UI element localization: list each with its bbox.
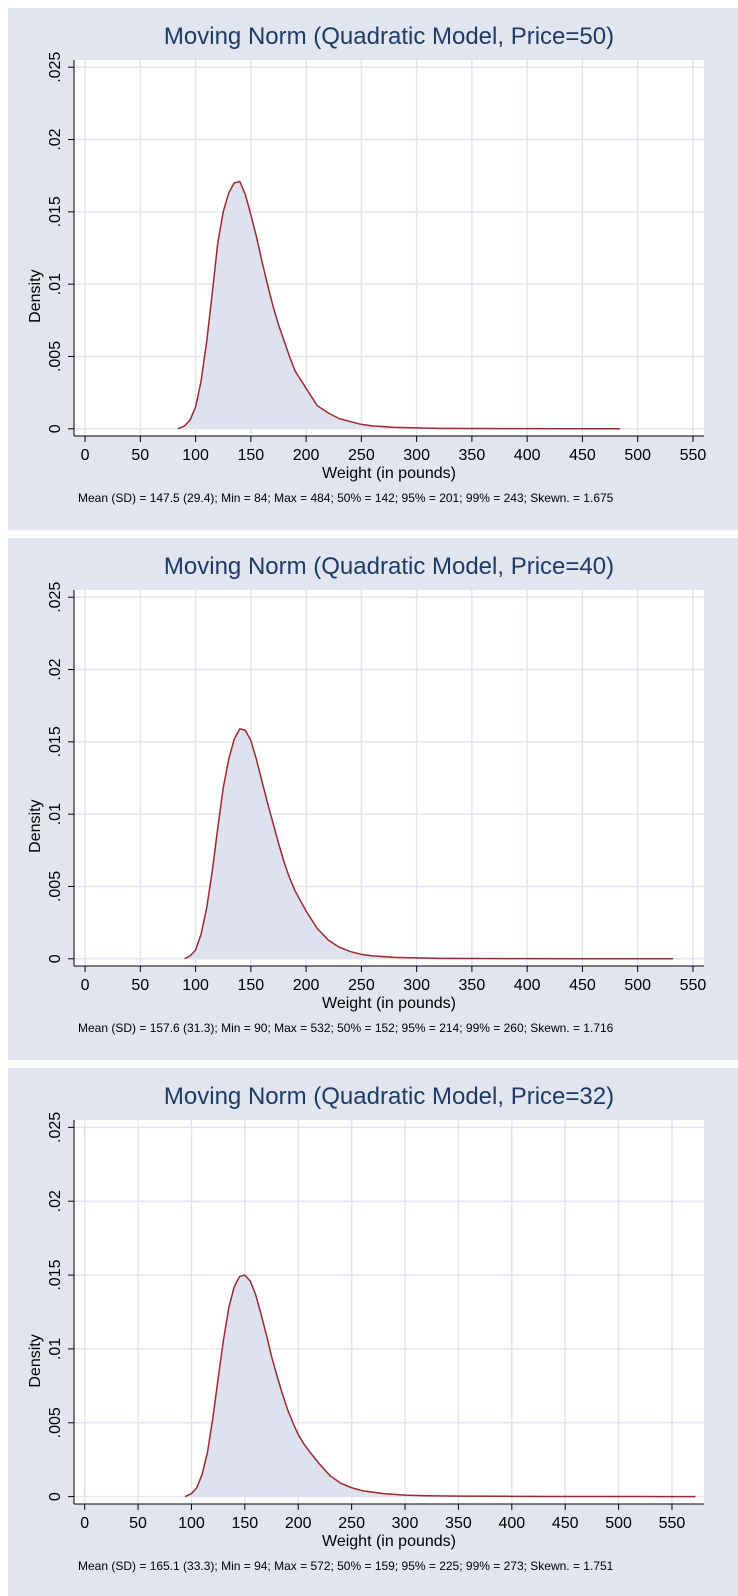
x-tick-label: 300: [403, 977, 430, 994]
y-tick-label: 0: [47, 1492, 64, 1501]
x-axis-label: Weight (in pounds): [322, 465, 456, 482]
density-chart-svg: 0 50 100 150 200 250 300 350 400 450 500 550 0 .005 .0…: [27, 1083, 704, 1573]
y-tick-label: .01: [47, 273, 64, 295]
x-tick-label: 150: [237, 447, 264, 464]
summary-stats-note: Mean (SD) = 147.5 (29.4); Min = 84; Max …: [78, 491, 614, 505]
x-tick-label: 50: [131, 447, 149, 464]
x-tick-label: 0: [80, 1515, 89, 1532]
x-tick-label: 400: [514, 447, 541, 464]
x-tick-label: 300: [403, 447, 430, 464]
x-tick-label: 0: [81, 977, 90, 994]
x-tick-label: 50: [131, 977, 149, 994]
x-tick-label: 400: [498, 1515, 525, 1532]
summary-stats-note: Mean (SD) = 157.6 (31.3); Min = 90; Max …: [78, 1021, 614, 1035]
y-tick-label: .005: [47, 341, 64, 372]
chart-title: Moving Norm (Quadratic Model, Price=40): [164, 553, 614, 580]
x-axis-label: Weight (in pounds): [322, 995, 456, 1012]
x-tick-label: 0: [81, 447, 90, 464]
density-area: [177, 181, 621, 429]
x-tick-label: 250: [348, 447, 375, 464]
x-tick-label: 300: [392, 1515, 419, 1532]
y-tick-label: .015: [47, 196, 64, 227]
chart-title: Moving Norm (Quadratic Model, Price=32): [164, 1083, 614, 1110]
x-tick-label: 450: [569, 447, 596, 464]
y-tick-label: .02: [47, 128, 64, 150]
density-area: [185, 1275, 696, 1497]
plot-area: [74, 60, 704, 436]
density-area: [184, 728, 674, 959]
chart-panel-price-40: 0 50 100 150 200 250 300 350 400 450 500 550 0 .005 .0…: [8, 538, 738, 1060]
y-tick-label: 0: [47, 424, 64, 433]
chart-panel-price-32: 0 50 100 150 200 250 300 350 400 450 500 550 0 .005 .0…: [8, 1068, 738, 1596]
y-tick-label: .025: [47, 1112, 64, 1143]
y-tick-label: .02: [47, 1190, 64, 1212]
plot-area: [74, 590, 704, 966]
x-axis-label: Weight (in pounds): [322, 1533, 456, 1550]
y-axis-label: Density: [27, 799, 44, 852]
x-tick-label: 150: [231, 1515, 258, 1532]
x-tick-label: 350: [445, 1515, 472, 1532]
x-tick-label: 100: [182, 977, 209, 994]
density-line: [177, 180, 621, 430]
density-line: [184, 1274, 696, 1498]
x-tick-label: 100: [182, 447, 209, 464]
x-tick-label: 350: [459, 447, 486, 464]
y-axis-label: Density: [27, 269, 44, 322]
density-line: [184, 728, 674, 960]
chart-title: Moving Norm (Quadratic Model, Price=50): [164, 23, 614, 50]
plot-area: [74, 1120, 704, 1504]
x-tick-label: 500: [605, 1515, 632, 1532]
y-tick-label: .015: [47, 1259, 64, 1290]
chart-panel-price-50: 0 50 100 150 200 250 300 350 400 450 500 550 0 .005 .0…: [8, 8, 738, 530]
y-tick-label: .005: [47, 871, 64, 902]
x-tick-label: 100: [178, 1515, 205, 1532]
x-tick-label: 350: [459, 977, 486, 994]
x-tick-label: 250: [338, 1515, 365, 1532]
y-tick-label: .025: [47, 52, 64, 83]
x-tick-label: 250: [348, 977, 375, 994]
x-tick-label: 550: [680, 447, 707, 464]
y-tick-label: .02: [47, 658, 64, 680]
x-tick-label: 550: [680, 977, 707, 994]
x-tick-label: 500: [624, 977, 651, 994]
y-tick-label: .01: [47, 1338, 64, 1360]
summary-stats-note: Mean (SD) = 165.1 (33.3); Min = 94; Max …: [78, 1559, 614, 1573]
y-tick-label: .025: [47, 582, 64, 613]
y-tick-label: .01: [47, 803, 64, 825]
x-tick-label: 550: [659, 1515, 686, 1532]
x-tick-label: 500: [624, 447, 651, 464]
x-tick-label: 200: [285, 1515, 312, 1532]
density-chart-svg: 0 50 100 150 200 250 300 350 400 450 500 550 0 .005 .0…: [27, 553, 707, 1035]
x-tick-label: 150: [237, 977, 264, 994]
y-tick-label: .015: [47, 726, 64, 757]
x-tick-label: 450: [552, 1515, 579, 1532]
x-tick-label: 450: [569, 977, 596, 994]
x-tick-label: 200: [293, 977, 320, 994]
y-axis-label: Density: [27, 1334, 44, 1387]
x-tick-label: 200: [293, 447, 320, 464]
y-tick-label: .005: [47, 1407, 64, 1438]
x-tick-label: 50: [129, 1515, 147, 1532]
y-tick-label: 0: [47, 954, 64, 963]
x-tick-label: 400: [514, 977, 541, 994]
density-chart-svg: 0 50 100 150 200 250 300 350 400 450 500 550 0 .005 .0…: [27, 23, 707, 505]
